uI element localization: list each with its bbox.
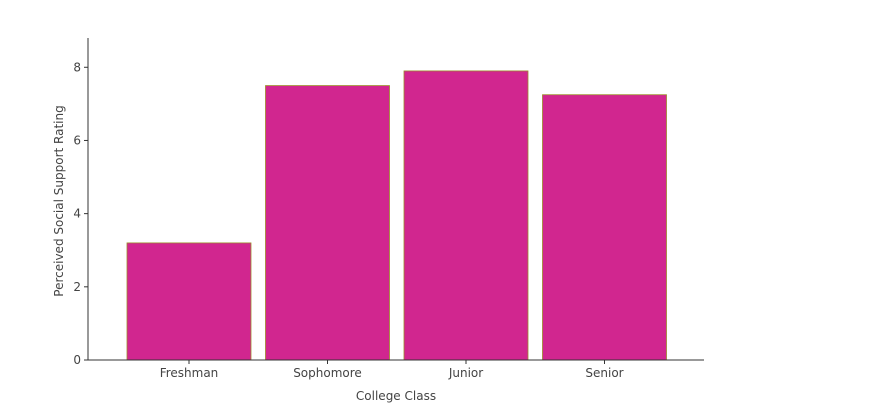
x-tick-label: Junior <box>448 366 483 380</box>
bars-group <box>126 70 667 361</box>
x-tick-label: Senior <box>585 366 623 380</box>
bar-sophomore <box>265 85 390 361</box>
y-tick-label: 0 <box>73 353 81 367</box>
y-axis-title: Perceived Social Support Rating <box>52 105 66 296</box>
y-tick-label: 8 <box>73 60 81 74</box>
bar-junior <box>403 70 529 361</box>
x-tick-label: Freshman <box>160 366 219 380</box>
y-tick-label: 4 <box>73 207 81 221</box>
bar-freshman <box>126 242 252 361</box>
x-ticks-group: Freshman Sophomore Junior Senior <box>160 360 624 380</box>
bar-senior <box>542 94 667 361</box>
y-tick-label: 6 <box>73 133 81 147</box>
y-ticks-group: 0 2 4 6 8 <box>73 60 88 367</box>
x-tick-label: Sophomore <box>293 366 362 380</box>
y-tick-label: 2 <box>73 280 81 294</box>
x-axis-title: College Class <box>356 389 436 403</box>
